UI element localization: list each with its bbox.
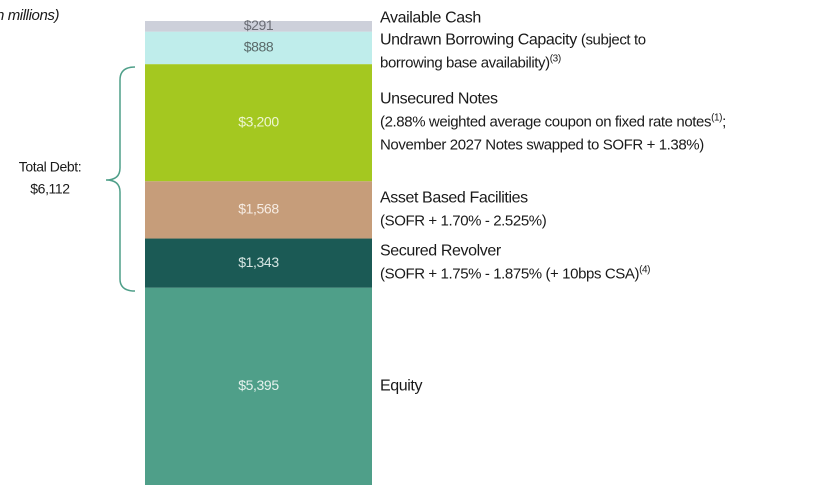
series-name: Secured Revolver [380, 243, 502, 260]
legend-label: Equity [380, 378, 422, 395]
footnote: (1) [711, 112, 722, 123]
detail-piece: (subject to [581, 31, 646, 48]
legend-label: Secured Revolver [380, 243, 502, 260]
series-name: Undrawn Borrowing Capacity [380, 32, 577, 49]
bar-segment [145, 31, 372, 65]
series-name: Equity [380, 378, 422, 395]
detail-piece: (2.88% weighted average coupon on fixed … [380, 114, 711, 131]
value-label: $1,343 [238, 254, 279, 270]
series-name: Available Cash [380, 10, 481, 27]
value-label: $888 [244, 39, 274, 55]
value-label: $3,200 [238, 113, 279, 129]
series-name: Unsecured Notes [380, 91, 498, 108]
detail-piece: borrowing base availability) [380, 54, 550, 71]
chart-title: n millions) [0, 7, 60, 24]
detail-text: borrowing base availability)(3) [380, 53, 561, 71]
series-name: Asset Based Facilities [380, 190, 528, 207]
footnote: (4) [639, 264, 650, 275]
bar-segment [145, 238, 372, 288]
value-label: $1,568 [238, 201, 279, 217]
detail-text: (SOFR + 1.70% - 2.525%) [380, 212, 547, 229]
debt-bracket [105, 66, 136, 292]
detail-text: (2.88% weighted average coupon on fixed … [380, 112, 726, 130]
annotation: Total Debt: [19, 159, 82, 175]
legend-label: Unsecured Notes [380, 91, 498, 108]
value-label: $291 [244, 17, 274, 33]
detail-piece: (SOFR + 1.70% - 2.525%) [380, 212, 547, 229]
bar-segment [145, 21, 372, 32]
bar-segment [145, 181, 372, 239]
detail-piece: ; [722, 114, 726, 131]
bar-segment [145, 287, 372, 485]
legend-label: Asset Based Facilities [380, 190, 528, 207]
detail-piece: (SOFR + 1.75% - 1.875% (+ 10bps CSA) [380, 266, 639, 283]
detail-text: (SOFR + 1.75% - 1.875% (+ 10bps CSA)(4) [380, 264, 650, 282]
bar-segment [145, 64, 372, 182]
value-label: $5,395 [238, 377, 279, 393]
footnote: (3) [550, 53, 561, 64]
annotation: $6,112 [30, 181, 70, 197]
legend-label: Undrawn Borrowing Capacity (subject to [380, 31, 646, 48]
detail-piece: November 2027 Notes swapped to SOFR + 1.… [380, 137, 704, 154]
legend-label: Available Cash [380, 10, 481, 27]
detail-text: November 2027 Notes swapped to SOFR + 1.… [380, 137, 704, 154]
